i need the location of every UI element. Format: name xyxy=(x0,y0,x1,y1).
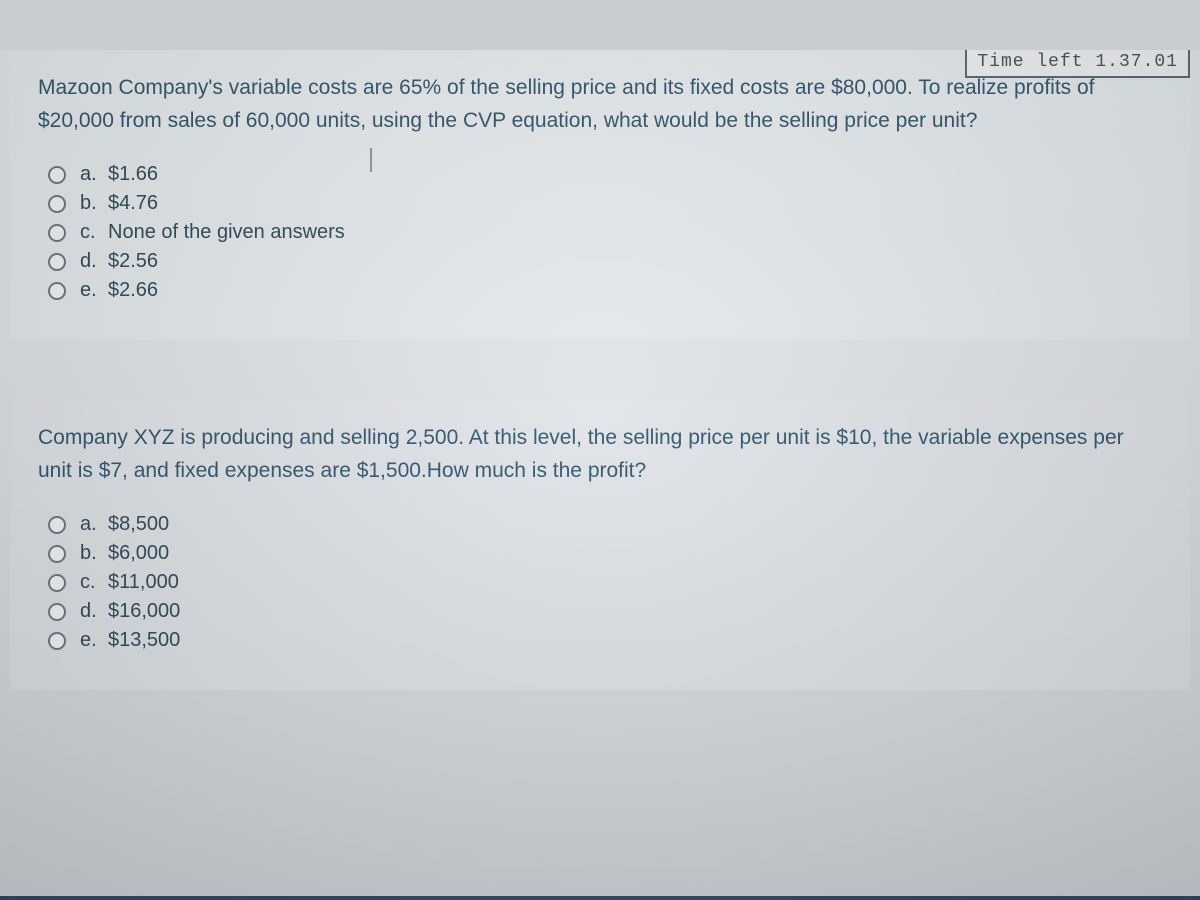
option-1c[interactable]: c. None of the given answers xyxy=(48,221,1162,244)
question-1-text: Mazoon Company's variable costs are 65% … xyxy=(38,72,1162,137)
radio-icon[interactable] xyxy=(48,632,66,650)
radio-icon[interactable] xyxy=(48,166,66,184)
option-letter: e. xyxy=(80,279,108,302)
question-2-options: a. $8,500 b. $6,000 c. $11,000 d. $16,00… xyxy=(38,513,1162,652)
option-text: $16,000 xyxy=(108,600,180,623)
option-text: $2.66 xyxy=(108,279,158,302)
option-letter: b. xyxy=(80,192,108,215)
quiz-screen: Time left 1.37.01 Mazoon Company's varia… xyxy=(0,50,1200,900)
option-text: $6,000 xyxy=(108,542,169,565)
radio-icon[interactable] xyxy=(48,253,66,271)
option-1d[interactable]: d. $2.56 xyxy=(48,250,1162,273)
option-2c[interactable]: c. $11,000 xyxy=(48,571,1162,594)
option-letter: c. xyxy=(80,571,108,594)
option-2b[interactable]: b. $6,000 xyxy=(48,542,1162,565)
option-text: $11,000 xyxy=(108,571,179,594)
option-text: $4.76 xyxy=(108,192,158,215)
radio-icon[interactable] xyxy=(48,516,66,534)
windows-taskbar: X Ps xyxy=(0,896,1200,900)
radio-icon[interactable] xyxy=(48,195,66,213)
option-text: $13,500 xyxy=(108,629,180,652)
timer-label: Time left 1.37.01 xyxy=(977,52,1178,72)
option-1b[interactable]: b. $4.76 xyxy=(48,192,1162,215)
option-letter: e. xyxy=(80,629,108,652)
timer-box: Time left 1.37.01 xyxy=(965,50,1190,78)
radio-icon[interactable] xyxy=(48,224,66,242)
option-2d[interactable]: d. $16,000 xyxy=(48,600,1162,623)
radio-icon[interactable] xyxy=(48,282,66,300)
option-1a[interactable]: a. $1.66 xyxy=(48,163,1162,186)
radio-icon[interactable] xyxy=(48,603,66,621)
option-text: $8,500 xyxy=(108,513,169,536)
option-2a[interactable]: a. $8,500 xyxy=(48,513,1162,536)
text-cursor-icon xyxy=(370,148,372,172)
question-2-text: Company XYZ is producing and selling 2,5… xyxy=(38,422,1162,487)
option-2e[interactable]: e. $13,500 xyxy=(48,629,1162,652)
question-1-block: Mazoon Company's variable costs are 65% … xyxy=(10,50,1190,340)
option-text: None of the given answers xyxy=(108,221,345,244)
option-text: $2.56 xyxy=(108,250,158,273)
option-letter: b. xyxy=(80,542,108,565)
question-2-block: Company XYZ is producing and selling 2,5… xyxy=(10,400,1190,690)
option-letter: c. xyxy=(80,221,108,244)
option-letter: a. xyxy=(80,163,108,186)
option-1e[interactable]: e. $2.66 xyxy=(48,279,1162,302)
radio-icon[interactable] xyxy=(48,574,66,592)
radio-icon[interactable] xyxy=(48,545,66,563)
option-letter: d. xyxy=(80,600,108,623)
question-1-options: a. $1.66 b. $4.76 c. None of the given a… xyxy=(38,163,1162,302)
option-letter: a. xyxy=(80,513,108,536)
option-letter: d. xyxy=(80,250,108,273)
option-text: $1.66 xyxy=(108,163,158,186)
